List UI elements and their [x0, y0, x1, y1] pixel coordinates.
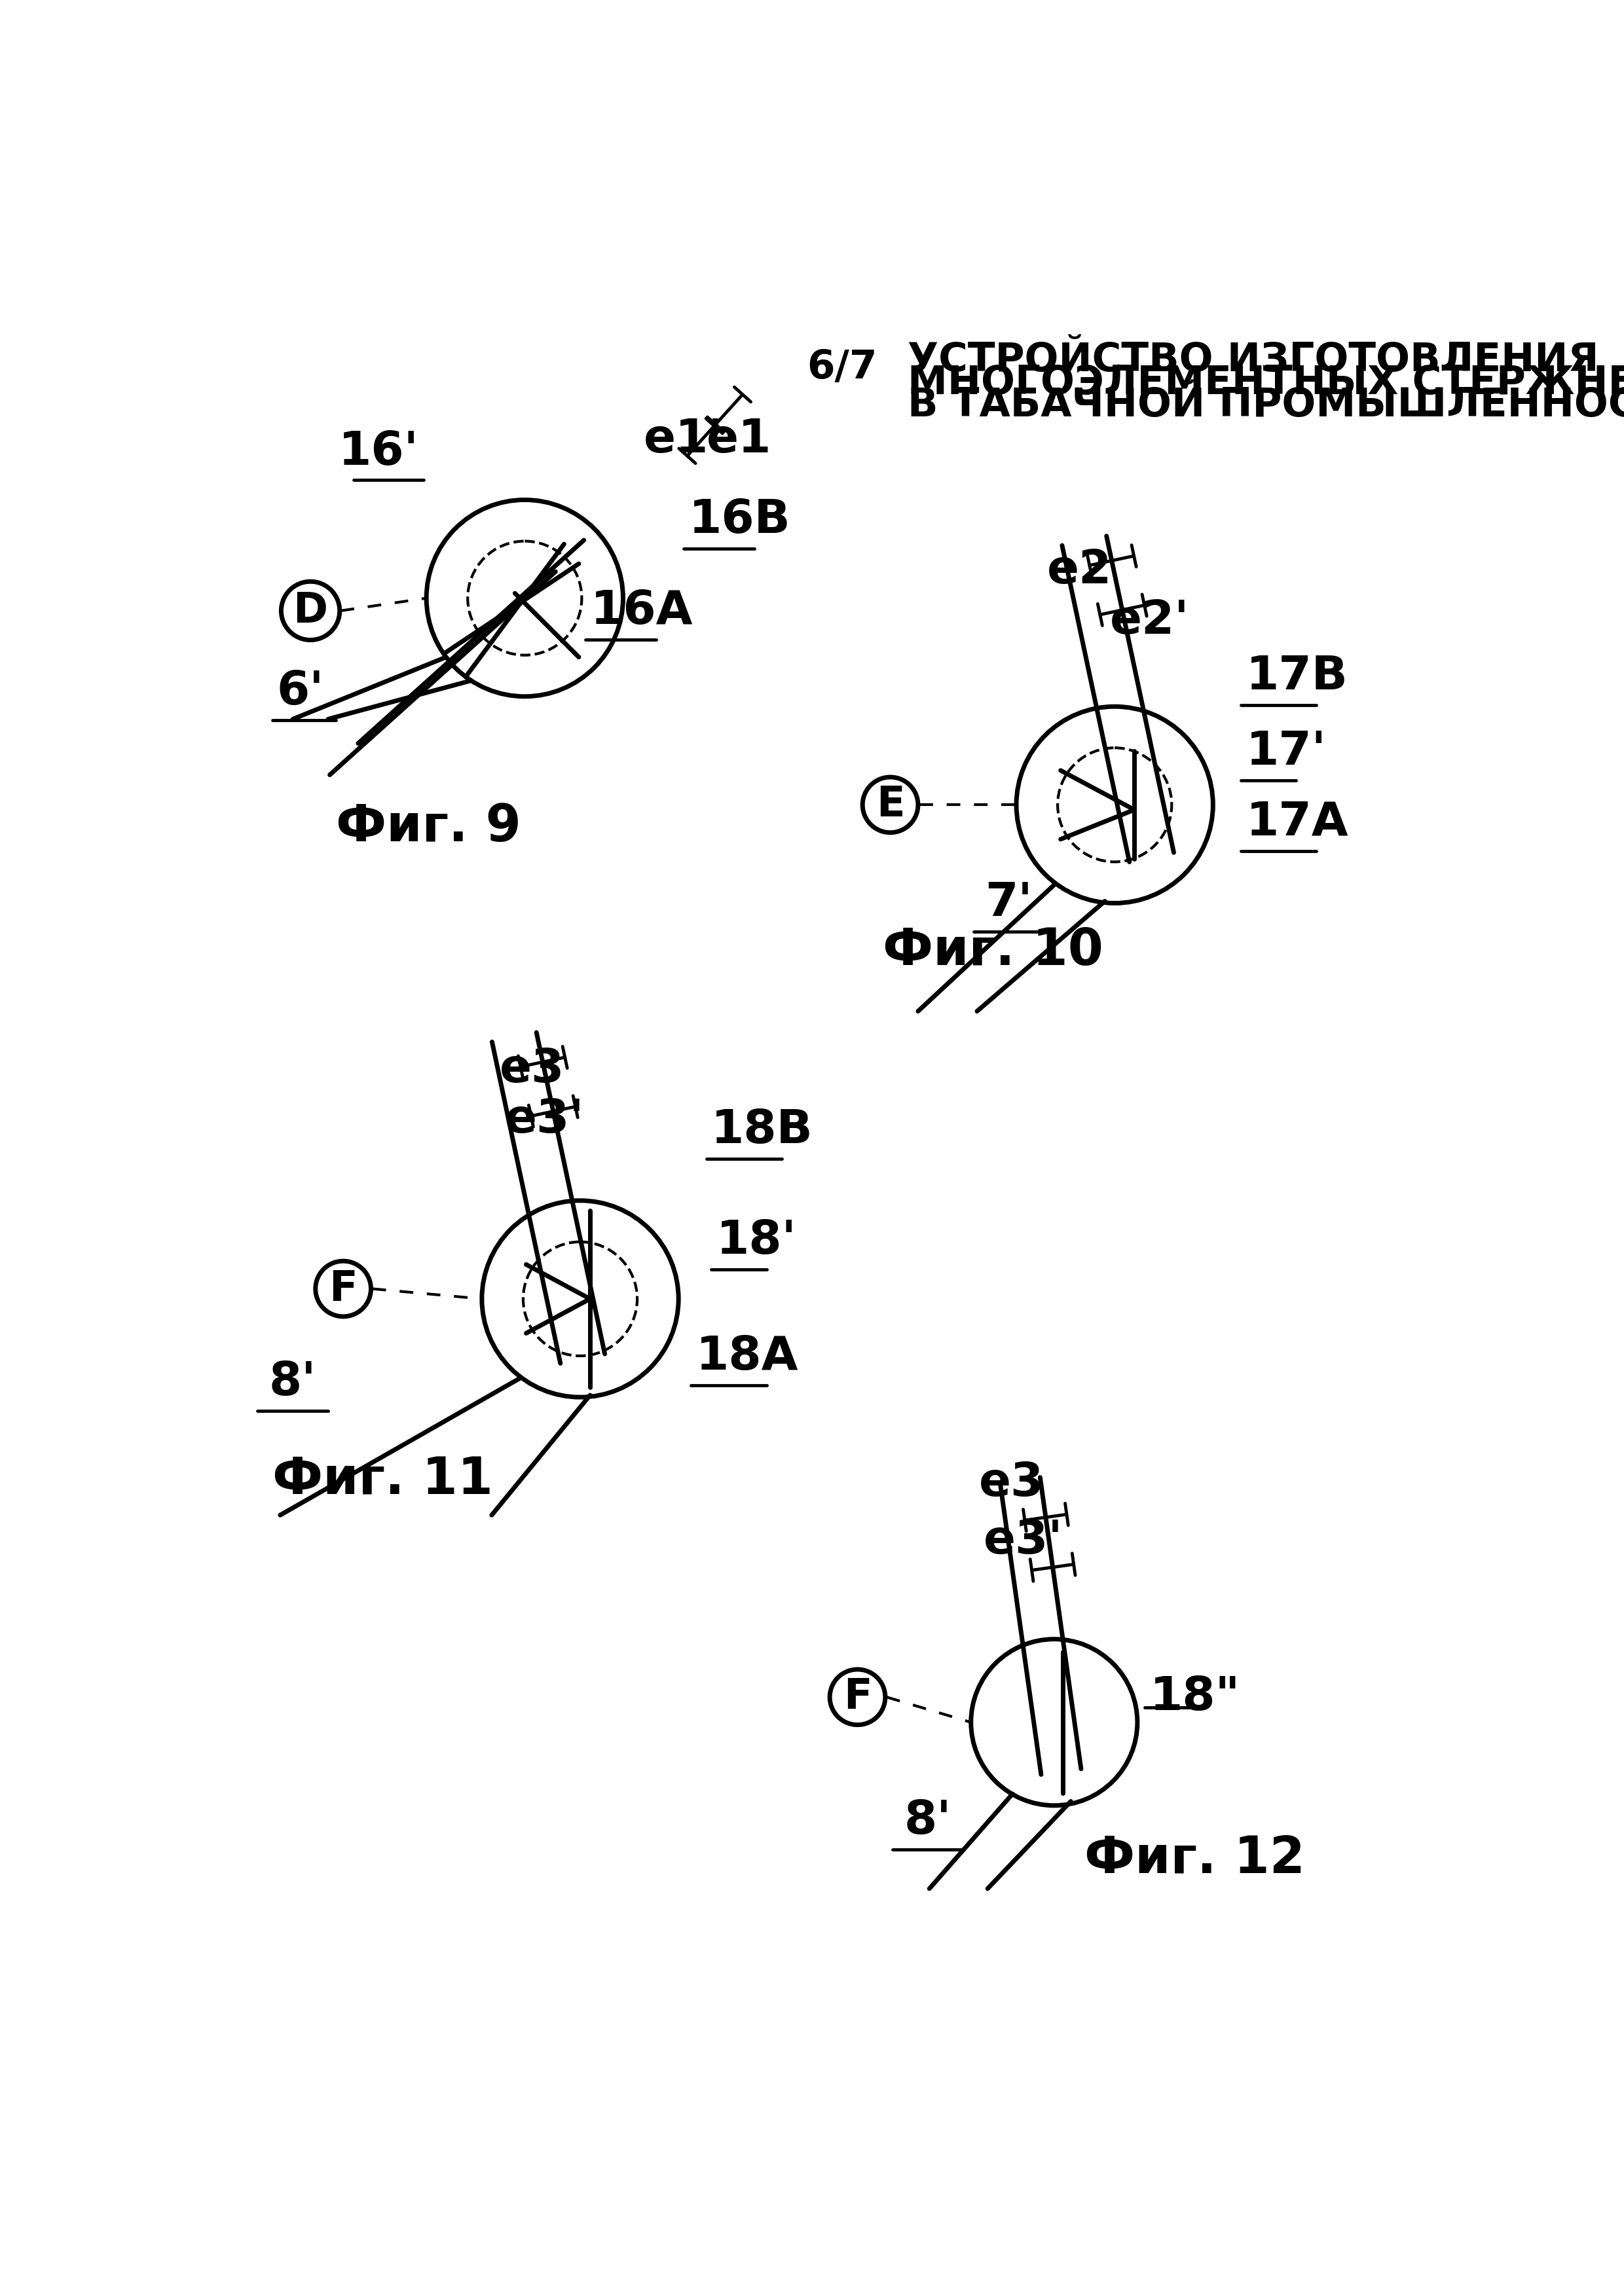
Text: 17A: 17A [1246, 799, 1348, 845]
Text: 18B: 18B [711, 1107, 814, 1153]
Text: 18": 18" [1150, 1674, 1241, 1720]
Text: Фиг. 9: Фиг. 9 [336, 801, 521, 852]
Text: e2: e2 [1047, 549, 1112, 592]
Text: 6/7: 6/7 [807, 349, 877, 388]
Text: 17': 17' [1246, 730, 1327, 774]
Text: D: D [292, 590, 328, 631]
Text: 16A: 16A [590, 588, 693, 634]
Text: e2': e2' [1109, 599, 1189, 643]
Text: e1': e1' [643, 418, 723, 461]
Text: 18': 18' [716, 1219, 797, 1263]
Text: e3': e3' [505, 1097, 585, 1143]
Text: e1: e1 [706, 418, 771, 461]
Text: 16': 16' [338, 429, 419, 475]
Text: Фиг. 11: Фиг. 11 [273, 1456, 494, 1504]
Text: e3: e3 [979, 1460, 1044, 1506]
Text: 18A: 18A [697, 1334, 799, 1380]
Text: 16B: 16B [689, 498, 791, 542]
Text: E: E [875, 785, 905, 824]
Text: Фиг. 12: Фиг. 12 [1085, 1832, 1306, 1883]
Text: Фиг. 10: Фиг. 10 [883, 925, 1103, 976]
Text: 7': 7' [986, 882, 1033, 925]
Text: e3': e3' [984, 1518, 1064, 1564]
Text: 8': 8' [270, 1359, 317, 1405]
Text: В ТАБАЧНОЙ ПРОМЫШЛЕННОСТИ: В ТАБАЧНОЙ ПРОМЫШЛЕННОСТИ [908, 386, 1624, 425]
Circle shape [315, 1261, 370, 1316]
Text: e3: e3 [500, 1047, 565, 1093]
Text: УСТРОЙСТВО ИЗГОТОВЛЕНИЯ: УСТРОЙСТВО ИЗГОТОВЛЕНИЯ [908, 342, 1600, 379]
Text: F: F [330, 1267, 357, 1309]
Text: F: F [843, 1676, 872, 1717]
Circle shape [281, 581, 339, 641]
Text: 8': 8' [905, 1798, 952, 1844]
Text: 17B: 17B [1246, 654, 1348, 698]
Circle shape [830, 1669, 885, 1724]
Text: МНОГОЭЛЕМЕНТНЫХ СТЕРЖНЕЙ: МНОГОЭЛЕМЕНТНЫХ СТЕРЖНЕЙ [908, 363, 1624, 402]
Text: 6': 6' [276, 668, 325, 714]
Circle shape [862, 776, 918, 833]
